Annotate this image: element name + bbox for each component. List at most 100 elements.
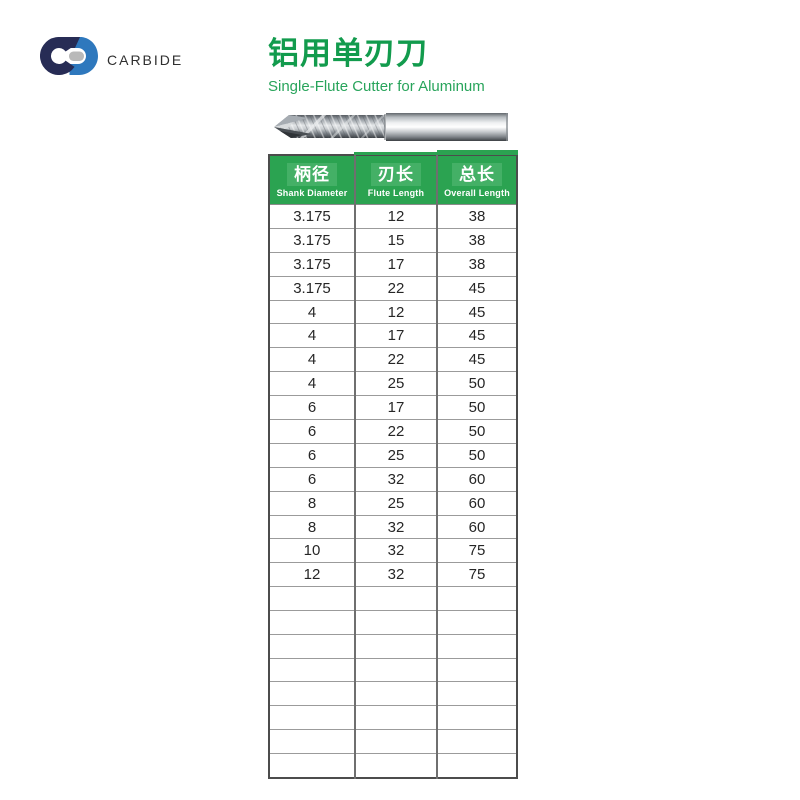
empty-cell — [269, 705, 355, 730]
empty-cell — [354, 657, 437, 682]
cell-overall-length: 45 — [436, 299, 517, 324]
spec-table: 柄径 Shank Diameter 刃长 Flute Length 总长 Ove… — [268, 149, 519, 779]
empty-cell — [269, 752, 355, 778]
table-row: 4 22 45 — [269, 347, 517, 372]
empty-cell — [436, 586, 517, 611]
table-row: 8 32 60 — [269, 514, 517, 539]
empty-cell — [269, 657, 355, 682]
table-row: 6 17 50 — [269, 395, 517, 420]
cell-shank-diameter: 4 — [269, 371, 355, 396]
cell-flute-length: 25 — [354, 490, 437, 516]
cell-overall-length: 75 — [436, 538, 517, 563]
column-header-overall-length: 总长 Overall Length — [436, 149, 519, 205]
end-mill-illustration — [274, 113, 508, 141]
cell-flute-length: 22 — [354, 275, 437, 301]
column-header-flute-length: 刃长 Flute Length — [354, 151, 439, 205]
cell-flute-length: 12 — [354, 204, 437, 229]
page-title-zh: 铝用单刃刀 — [268, 36, 428, 71]
cell-shank-diameter: 3.175 — [269, 204, 355, 229]
cell-overall-length: 38 — [436, 204, 517, 229]
cell-shank-diameter: 6 — [269, 395, 355, 420]
cell-overall-length: 50 — [436, 442, 517, 468]
cell-flute-length: 32 — [354, 538, 437, 563]
empty-cell — [436, 633, 517, 659]
cell-flute-length: 17 — [354, 395, 437, 420]
table-row: 6 32 60 — [269, 466, 517, 492]
cell-shank-diameter: 6 — [269, 419, 355, 444]
cell-overall-length: 45 — [436, 275, 517, 301]
empty-table-row — [269, 657, 517, 682]
cell-flute-length: 22 — [354, 419, 437, 444]
cell-overall-length: 50 — [436, 371, 517, 396]
cell-overall-length: 50 — [436, 395, 517, 420]
cell-shank-diameter: 4 — [269, 323, 355, 348]
table-row: 8 25 60 — [269, 490, 517, 516]
column-header-shank-diameter: 柄径 Shank Diameter — [269, 155, 355, 205]
cell-overall-length: 50 — [436, 419, 517, 444]
empty-cell — [436, 705, 517, 730]
table-row: 3.175 22 45 — [269, 275, 517, 301]
empty-cell — [269, 633, 355, 659]
brand-name: CARBIDE — [107, 52, 184, 68]
table-row: 12 32 75 — [269, 562, 517, 587]
cell-flute-length: 25 — [354, 442, 437, 468]
column-header-zh: 柄径 — [287, 162, 337, 186]
table-row: 4 12 45 — [269, 299, 517, 324]
cell-overall-length: 38 — [436, 251, 517, 277]
column-header-en: Overall Length — [444, 187, 510, 198]
empty-cell — [269, 729, 355, 754]
empty-table-row — [269, 752, 517, 778]
empty-table-row — [269, 586, 517, 611]
header-row: 柄径 Shank Diameter 刃长 Flute Length 总长 Ove… — [269, 149, 519, 205]
cell-flute-length: 22 — [354, 347, 437, 372]
cell-flute-length: 32 — [354, 562, 437, 587]
cell-shank-diameter: 10 — [269, 538, 355, 563]
empty-cell — [269, 681, 355, 706]
empty-cell — [269, 610, 355, 635]
cell-shank-diameter: 3.175 — [269, 275, 355, 301]
empty-cell — [436, 610, 517, 635]
empty-cell — [436, 681, 517, 706]
empty-table-row — [269, 681, 517, 706]
cell-overall-length: 38 — [436, 227, 517, 253]
cell-overall-length: 60 — [436, 514, 517, 539]
table-row: 4 25 50 — [269, 371, 517, 396]
empty-table-row — [269, 729, 517, 754]
empty-cell — [354, 610, 437, 635]
cell-shank-diameter: 6 — [269, 442, 355, 468]
cd-logo-icon — [40, 37, 98, 75]
title-block: 铝用单刃刀 Single-Flute Cutter for Aluminum — [268, 36, 485, 94]
cell-shank-diameter: 12 — [269, 562, 355, 587]
cell-overall-length: 75 — [436, 562, 517, 587]
brand-header: CARBIDE — [40, 37, 183, 75]
column-header-zh: 刃长 — [371, 162, 421, 186]
cell-flute-length: 17 — [354, 251, 437, 277]
cell-flute-length: 15 — [354, 227, 437, 253]
empty-cell — [354, 633, 437, 659]
cell-shank-diameter: 3.175 — [269, 251, 355, 277]
cell-flute-length: 12 — [354, 299, 437, 324]
empty-cell — [269, 586, 355, 611]
product-image-end-mill — [272, 110, 510, 144]
cell-shank-diameter: 8 — [269, 514, 355, 539]
table-row: 3.175 17 38 — [269, 251, 517, 277]
empty-table-row — [269, 633, 517, 659]
empty-cell — [436, 752, 517, 778]
cell-flute-length: 32 — [354, 514, 437, 539]
cell-shank-diameter: 6 — [269, 466, 355, 492]
table-row: 3.175 15 38 — [269, 227, 517, 253]
empty-cell — [354, 705, 437, 730]
table-row: 4 17 45 — [269, 323, 517, 348]
empty-cell — [354, 681, 437, 706]
cell-overall-length: 60 — [436, 490, 517, 516]
cell-overall-length: 45 — [436, 347, 517, 372]
empty-table-row — [269, 610, 517, 635]
cell-flute-length: 17 — [354, 323, 437, 348]
cell-shank-diameter: 3.175 — [269, 227, 355, 253]
cell-shank-diameter: 8 — [269, 490, 355, 516]
empty-table-row — [269, 705, 517, 730]
cell-shank-diameter: 4 — [269, 299, 355, 324]
cell-overall-length: 60 — [436, 466, 517, 492]
cell-flute-length: 32 — [354, 466, 437, 492]
